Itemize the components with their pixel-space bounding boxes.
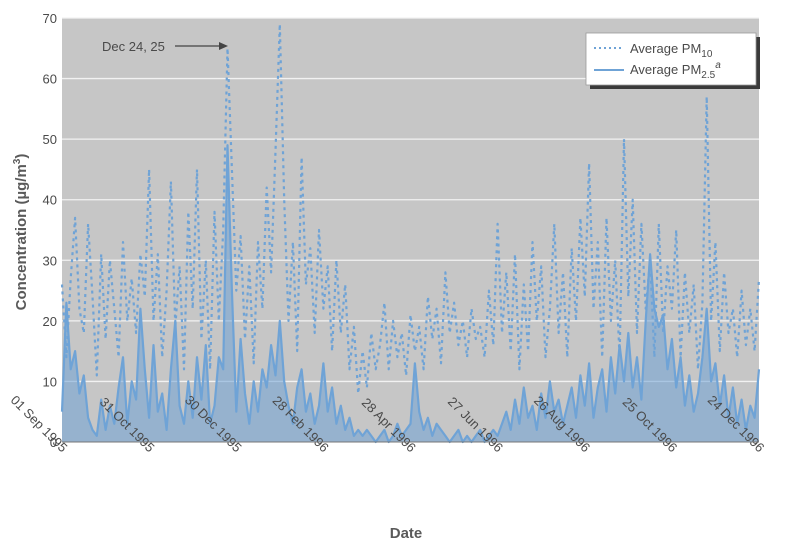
- annotation-text: Dec 24, 25: [102, 39, 165, 54]
- series-pm25-line: [60, 144, 761, 444]
- x-axis-label: Date: [390, 525, 423, 542]
- y-tick-label: 40: [43, 193, 57, 208]
- y-tick-label: 30: [43, 253, 57, 268]
- y-tick-label: 10: [43, 374, 57, 389]
- legend-label-pm25: Average PM2.5a: [630, 60, 721, 81]
- y-axis-label: Concentration (µg/m3): [12, 154, 30, 311]
- series-pm25-area: [62, 145, 759, 442]
- series-pm25: [60, 144, 761, 444]
- series-pm10-line: [60, 23, 761, 395]
- y-tick-labels: 0 10 20 30 40 50 60 70: [43, 11, 57, 450]
- y-tick-label: 20: [43, 314, 57, 329]
- y-tick-label: 70: [43, 11, 57, 26]
- y-tick-label: 60: [43, 72, 57, 87]
- legend: Average PM10 Average PM2.5a: [585, 32, 760, 89]
- legend-label-pm10: Average PM10: [630, 41, 713, 60]
- legend-box: [585, 32, 757, 86]
- y-tick-label: 0: [50, 435, 57, 450]
- y-tick-label: 50: [43, 132, 57, 147]
- annotation-dec-24-25: Dec 24, 25: [102, 39, 228, 54]
- annotation-arrowhead: [219, 42, 228, 50]
- x-tick-label: 01 Sep 1995: [8, 392, 71, 455]
- series-pm10: [60, 23, 761, 395]
